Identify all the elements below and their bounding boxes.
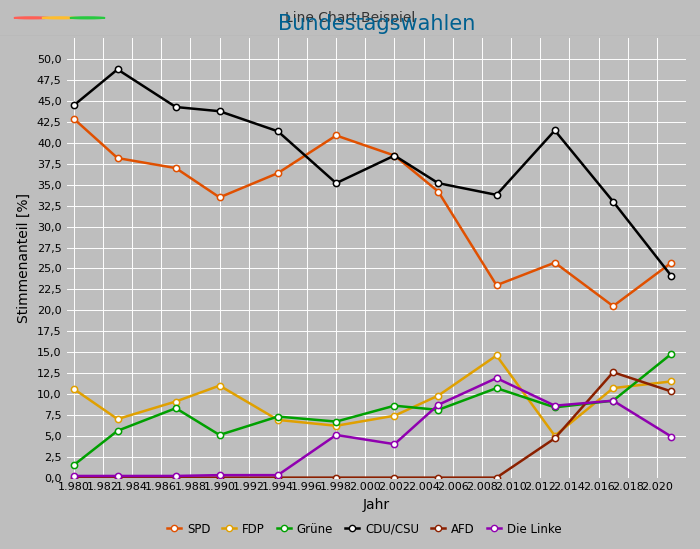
Circle shape xyxy=(42,17,77,19)
SPD xyxy=(172,165,180,171)
SPD xyxy=(332,132,340,139)
AFD xyxy=(172,474,180,481)
AFD xyxy=(113,474,122,481)
Grüne xyxy=(332,418,340,425)
Die Linke xyxy=(216,472,224,478)
FDP xyxy=(667,378,676,385)
Grüne xyxy=(391,402,399,409)
Die Linke xyxy=(172,473,180,479)
Legend: SPD, FDP, Grüne, CDU/CSU, AFD, Die Linke: SPD, FDP, Grüne, CDU/CSU, AFD, Die Linke xyxy=(162,518,566,540)
FDP xyxy=(274,417,282,423)
FDP xyxy=(434,393,442,399)
Grüne xyxy=(434,407,442,413)
SPD xyxy=(216,194,224,201)
Die Linke xyxy=(551,402,559,409)
CDU/CSU xyxy=(69,102,78,109)
SPD xyxy=(609,303,617,310)
Grüne xyxy=(274,413,282,420)
CDU/CSU xyxy=(172,104,180,110)
FDP xyxy=(391,412,399,419)
CDU/CSU xyxy=(551,127,559,134)
X-axis label: Jahr: Jahr xyxy=(363,498,390,512)
SPD xyxy=(667,259,676,266)
Line: SPD: SPD xyxy=(71,116,675,309)
CDU/CSU xyxy=(332,180,340,187)
SPD xyxy=(113,155,122,161)
CDU/CSU xyxy=(492,192,500,198)
FDP xyxy=(332,423,340,429)
AFD xyxy=(332,474,340,481)
CDU/CSU xyxy=(391,152,399,159)
SPD xyxy=(391,152,399,159)
Die Linke xyxy=(492,375,500,382)
Die Linke xyxy=(274,472,282,478)
FDP xyxy=(492,352,500,359)
CDU/CSU xyxy=(667,273,676,279)
Die Linke xyxy=(434,401,442,408)
SPD xyxy=(434,188,442,195)
Line: FDP: FDP xyxy=(71,352,675,439)
Grüne xyxy=(172,405,180,412)
Line: AFD: AFD xyxy=(71,369,675,481)
Grüne xyxy=(492,385,500,391)
Die Linke xyxy=(332,432,340,438)
Grüne xyxy=(69,462,78,468)
Die Linke xyxy=(609,397,617,404)
Line: CDU/CSU: CDU/CSU xyxy=(71,66,675,279)
Circle shape xyxy=(70,17,105,19)
Die Linke xyxy=(113,473,122,479)
AFD xyxy=(609,369,617,376)
SPD xyxy=(69,115,78,122)
Die Linke xyxy=(667,433,676,440)
Die Linke xyxy=(391,441,399,447)
Title: Bundestagswahlen: Bundestagswahlen xyxy=(278,14,475,34)
FDP xyxy=(69,385,78,392)
CDU/CSU xyxy=(434,180,442,187)
AFD xyxy=(492,474,500,481)
CDU/CSU xyxy=(274,128,282,135)
FDP xyxy=(113,416,122,422)
SPD xyxy=(274,170,282,176)
Grüne xyxy=(551,404,559,411)
AFD xyxy=(391,474,399,481)
CDU/CSU xyxy=(609,198,617,205)
Grüne xyxy=(667,350,676,357)
Grüne xyxy=(216,432,224,438)
AFD xyxy=(69,474,78,481)
Grüne xyxy=(113,428,122,434)
AFD xyxy=(434,474,442,481)
Line: Grüne: Grüne xyxy=(71,351,675,468)
AFD xyxy=(274,474,282,481)
CDU/CSU xyxy=(216,108,224,115)
Grüne xyxy=(609,397,617,404)
CDU/CSU xyxy=(113,66,122,72)
SPD xyxy=(492,282,500,289)
SPD xyxy=(551,259,559,266)
AFD xyxy=(667,388,676,395)
Line: Die Linke: Die Linke xyxy=(71,375,675,479)
Text: Line Chart Beispiel: Line Chart Beispiel xyxy=(285,11,415,25)
AFD xyxy=(216,474,224,481)
FDP xyxy=(216,382,224,389)
FDP xyxy=(551,433,559,439)
Circle shape xyxy=(14,17,49,19)
Y-axis label: Stimmenanteil [%]: Stimmenanteil [%] xyxy=(18,193,32,323)
FDP xyxy=(172,398,180,405)
Die Linke xyxy=(69,473,78,479)
FDP xyxy=(609,385,617,391)
AFD xyxy=(551,435,559,441)
